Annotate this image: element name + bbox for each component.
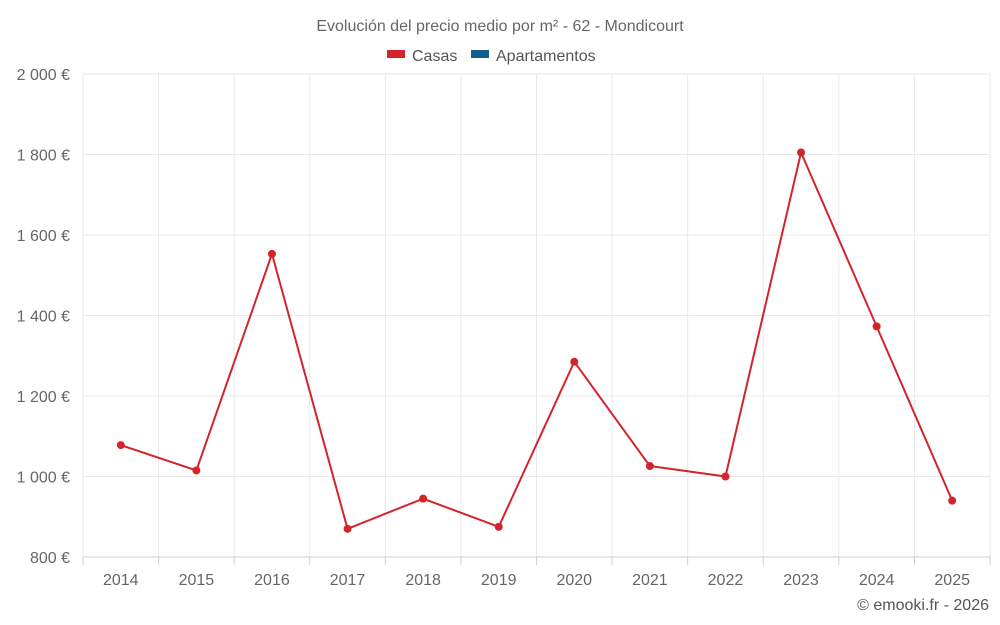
x-tick-label: 2014 [103, 572, 139, 589]
legend-label-apartamentos: Apartamentos [496, 48, 596, 65]
data-point-2014[interactable] [116, 441, 125, 450]
y-tick-label: 1 600 € [17, 228, 70, 245]
y-tick-label: 1 200 € [17, 389, 70, 406]
x-tick-label: 2025 [934, 572, 970, 589]
x-tick-label: 2020 [556, 572, 592, 589]
legend-swatch-casas [387, 50, 405, 58]
y-axis-labels: 800 € 1 000 € 1 200 € 1 400 € 1 600 € 1 800 €… [17, 67, 70, 567]
series-line-casas [120, 151, 954, 530]
legend-item-casas[interactable]: Casas [387, 48, 457, 65]
y-tick-label: 2 000 € [17, 67, 70, 84]
y-tick-label: 1 400 € [17, 309, 70, 326]
x-tick-label: 2023 [783, 572, 819, 589]
data-point-2019[interactable] [494, 522, 503, 531]
legend-item-apartamentos[interactable]: Apartamentos [471, 48, 596, 65]
data-point-2023[interactable] [797, 148, 806, 157]
data-point-2024[interactable] [872, 322, 881, 331]
legend: Casas Apartamentos [387, 48, 596, 65]
legend-label-casas: Casas [412, 48, 457, 65]
x-tick-label: 2016 [254, 572, 290, 589]
credit-text: © emooki.fr - 2026 [857, 597, 989, 614]
x-tick-label: 2021 [632, 572, 668, 589]
x-tick-label: 2018 [405, 572, 441, 589]
y-tick-label: 1 000 € [17, 470, 70, 487]
legend-swatch-apartamentos [471, 50, 489, 58]
data-point-2020[interactable] [570, 357, 579, 366]
x-tick-label: 2015 [179, 572, 215, 589]
y-tick-label: 800 € [30, 550, 70, 567]
data-point-2016[interactable] [267, 249, 276, 258]
chart-title: Evolución del precio medio por m² - 62 -… [316, 18, 684, 35]
x-tick-label: 2017 [330, 572, 366, 589]
x-tick-label: 2024 [859, 572, 895, 589]
data-point-2018[interactable] [419, 494, 428, 503]
series-casas [116, 148, 957, 533]
data-point-2021[interactable] [645, 462, 654, 471]
x-axis-ticks [82, 557, 991, 565]
y-tick-label: 1 800 € [17, 148, 70, 165]
x-tick-label: 2019 [481, 572, 517, 589]
data-point-2015[interactable] [192, 466, 201, 475]
data-point-2022[interactable] [721, 472, 730, 481]
data-point-2017[interactable] [343, 524, 352, 533]
x-axis-labels: 2014 2015 2016 2017 2018 2019 2020 2021 2022 2023… [103, 572, 970, 589]
x-tick-label: 2022 [708, 572, 744, 589]
data-point-2025[interactable] [948, 496, 957, 505]
